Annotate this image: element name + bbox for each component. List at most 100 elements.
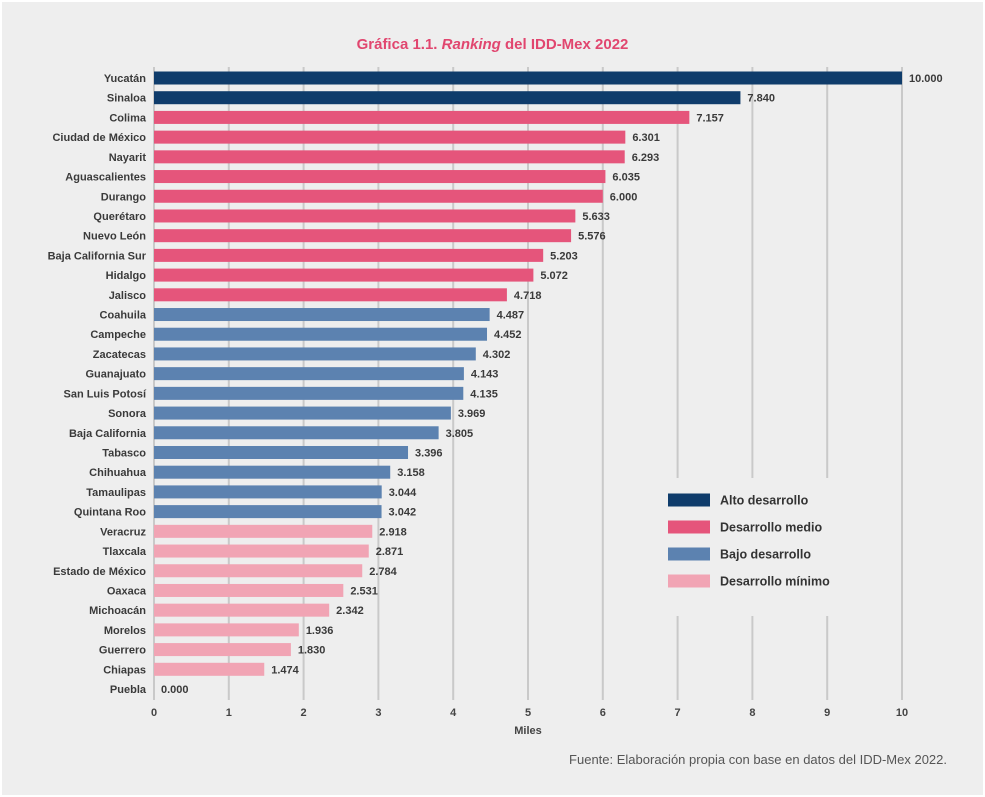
category-label-tlaxcala: Tlaxcala: [103, 546, 147, 558]
value-label-guanajuato: 4.143: [471, 369, 499, 381]
value-label-quintana-roo: 3.042: [389, 507, 417, 519]
bar-nayarit: [154, 150, 625, 164]
bar-tamaulipas: [154, 485, 382, 499]
bar-zacatecas: [154, 347, 476, 361]
x-tick-label-10: 10: [896, 707, 908, 719]
category-label-hidalgo: Hidalgo: [106, 270, 147, 282]
value-label-yucatan: 10.000: [909, 73, 943, 85]
category-label-oaxaca: Oaxaca: [107, 585, 147, 597]
value-label-coahuila: 4.487: [497, 310, 525, 322]
bar-aguascalientes: [154, 170, 606, 184]
bar-hidalgo: [154, 268, 534, 282]
chart-title-emphasis: Ranking: [442, 36, 501, 53]
category-label-nayarit: Nayarit: [109, 152, 147, 164]
x-tick-label-6: 6: [600, 707, 606, 719]
category-label-quintana-roo: Quintana Roo: [74, 507, 146, 519]
value-label-campeche: 4.452: [494, 329, 522, 341]
value-label-san-luis-potosi: 4.135: [470, 388, 498, 400]
chart-title-prefix: Gráfica 1.1.: [357, 36, 438, 53]
bar-guerrero: [154, 643, 291, 657]
bar-sinaloa: [154, 91, 741, 105]
category-label-puebla: Puebla: [110, 684, 147, 696]
bar-yucatan: [154, 71, 902, 85]
category-label-chihuahua: Chihuahua: [89, 467, 147, 479]
value-label-sonora: 3.969: [458, 408, 486, 420]
category-label-zacatecas: Zacatecas: [93, 349, 146, 361]
legend-label-bajo-desarrollo: Bajo desarrollo: [720, 548, 811, 562]
bar-san-luis-potosi: [154, 386, 464, 400]
category-label-coahuila: Coahuila: [100, 310, 147, 322]
category-label-estado-de-mexico: Estado de México: [53, 566, 146, 578]
value-label-guerrero: 1.830: [298, 645, 326, 657]
category-label-sonora: Sonora: [108, 408, 147, 420]
value-label-hidalgo: 5.072: [540, 270, 568, 282]
category-label-tamaulipas: Tamaulipas: [86, 487, 146, 499]
legend-label-desarrollo-minimo: Desarrollo mínimo: [720, 575, 830, 589]
value-label-veracruz: 2.918: [379, 526, 407, 538]
value-label-michoacan: 2.342: [336, 605, 364, 617]
x-tick-label-8: 8: [749, 707, 755, 719]
value-label-durango: 6.000: [610, 191, 638, 203]
category-label-guanajuato: Guanajuato: [85, 369, 146, 381]
bar-guanajuato: [154, 367, 464, 381]
x-axis-ticks: 0 1 2 3 4 5 6 7 8 9 10: [151, 707, 908, 719]
value-label-nayarit: 6.293: [632, 152, 660, 164]
x-tick-label-3: 3: [375, 707, 381, 719]
bar-tabasco: [154, 445, 409, 459]
bar-veracruz: [154, 524, 373, 538]
legend-swatch-alto-desarrollo: [668, 493, 710, 507]
value-label-tabasco: 3.396: [415, 447, 443, 459]
value-label-chihuahua: 3.158: [397, 467, 425, 479]
value-label-jalisco: 4.718: [514, 290, 542, 302]
bar-quintana-roo: [154, 505, 382, 519]
value-label-colima: 7.157: [696, 112, 724, 124]
category-label-michoacan: Michoacán: [89, 605, 146, 617]
bar-baja-california: [154, 426, 439, 440]
value-label-tamaulipas: 3.044: [389, 487, 417, 499]
category-label-baja-california-sur: Baja California Sur: [48, 250, 147, 262]
source-note: Fuente: Elaboración propia con base en d…: [569, 752, 947, 767]
x-tick-label-7: 7: [675, 707, 681, 719]
category-label-jalisco: Jalisco: [109, 290, 147, 302]
legend-swatch-bajo-desarrollo: [668, 547, 710, 561]
category-label-colima: Colima: [109, 112, 147, 124]
value-label-sinaloa: 7.840: [747, 93, 775, 105]
value-label-oaxaca: 2.531: [350, 585, 378, 597]
value-label-estado-de-mexico: 2.784: [369, 566, 397, 578]
value-label-zacatecas: 4.302: [483, 349, 511, 361]
x-tick-label-4: 4: [450, 707, 457, 719]
x-axis-title: Miles: [514, 725, 542, 737]
category-label-san-luis-potosi: San Luis Potosí: [63, 388, 146, 400]
bar-nuevo-leon: [154, 229, 572, 243]
category-label-morelos: Morelos: [104, 625, 146, 637]
value-label-ciudad-de-mexico: 6.301: [632, 132, 660, 144]
value-label-queretaro: 5.633: [582, 211, 610, 223]
category-label-yucatan: Yucatán: [104, 73, 146, 85]
category-label-tabasco: Tabasco: [102, 447, 146, 459]
bars: [154, 71, 902, 676]
bar-durango: [154, 189, 603, 203]
bar-morelos: [154, 623, 299, 637]
bar-ciudad-de-mexico: [154, 130, 626, 144]
legend-label-alto-desarrollo: Alto desarrollo: [720, 494, 809, 508]
bar-labels: Yucatán 10.000 Sinaloa 7.840 Colima 7.157 Ciud…: [48, 73, 943, 696]
value-label-puebla: 0.000: [161, 684, 189, 696]
x-tick-label-0: 0: [151, 707, 157, 719]
bar-michoacan: [154, 603, 330, 617]
bar-sonora: [154, 406, 451, 420]
bar-jalisco: [154, 288, 507, 302]
category-label-campeche: Campeche: [90, 329, 146, 341]
bar-tlaxcala: [154, 544, 369, 558]
legend-swatch-desarrollo-minimo: [668, 574, 710, 588]
x-tick-label-1: 1: [226, 707, 232, 719]
bar-chihuahua: [154, 465, 391, 479]
category-label-queretaro: Querétaro: [93, 211, 146, 223]
bar-chiapas: [154, 662, 265, 676]
bar-baja-california-sur: [154, 248, 544, 262]
value-label-chiapas: 1.474: [271, 664, 299, 676]
chart-title: Gráfica 1.1. Ranking del IDD-Mex 2022: [357, 36, 629, 53]
category-label-durango: Durango: [101, 191, 147, 203]
category-label-veracruz: Veracruz: [100, 526, 146, 538]
x-tick-label-5: 5: [525, 707, 531, 719]
